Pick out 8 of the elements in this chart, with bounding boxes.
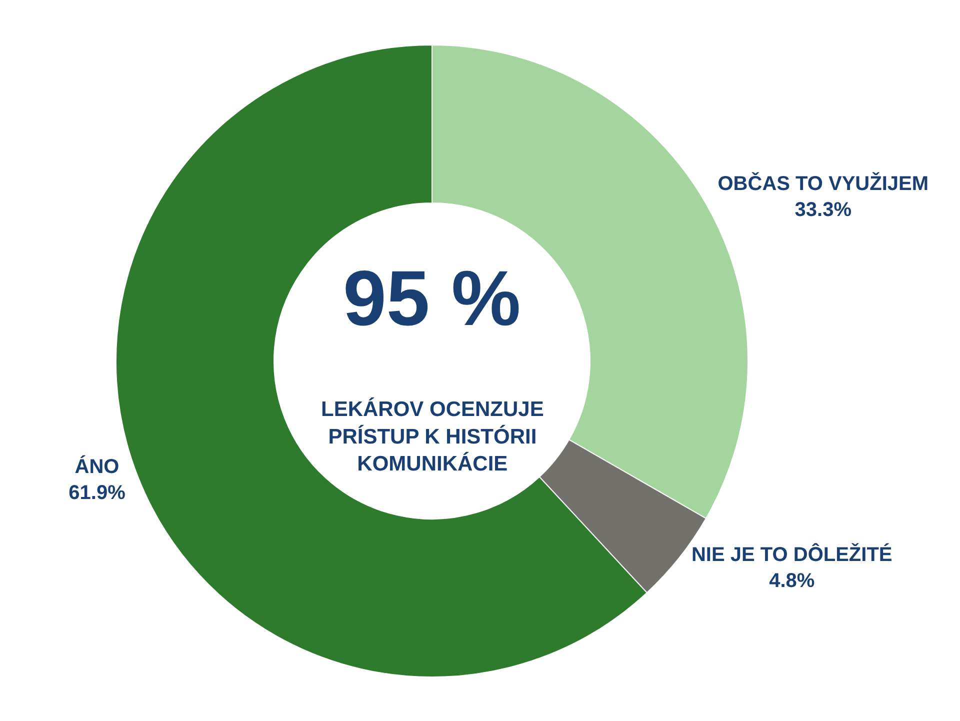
- text: LEKÁROV OCENZUJE PRÍSTUP K HISTÓRII KOMUNIKÁCIE: [321, 397, 544, 476]
- slice-label: ÁNO: [74, 455, 120, 478]
- text: 95 %: [343, 254, 521, 342]
- data-label: 61.9%: [68, 482, 126, 504]
- slice-label: OBČAS TO VYUŽIJEM: [718, 172, 929, 196]
- data-label: 33.3%: [794, 199, 852, 222]
- slice-label: NIE JE TO DÔLEŽITÉ: [691, 542, 892, 566]
- data-label: 4.8%: [769, 570, 815, 592]
